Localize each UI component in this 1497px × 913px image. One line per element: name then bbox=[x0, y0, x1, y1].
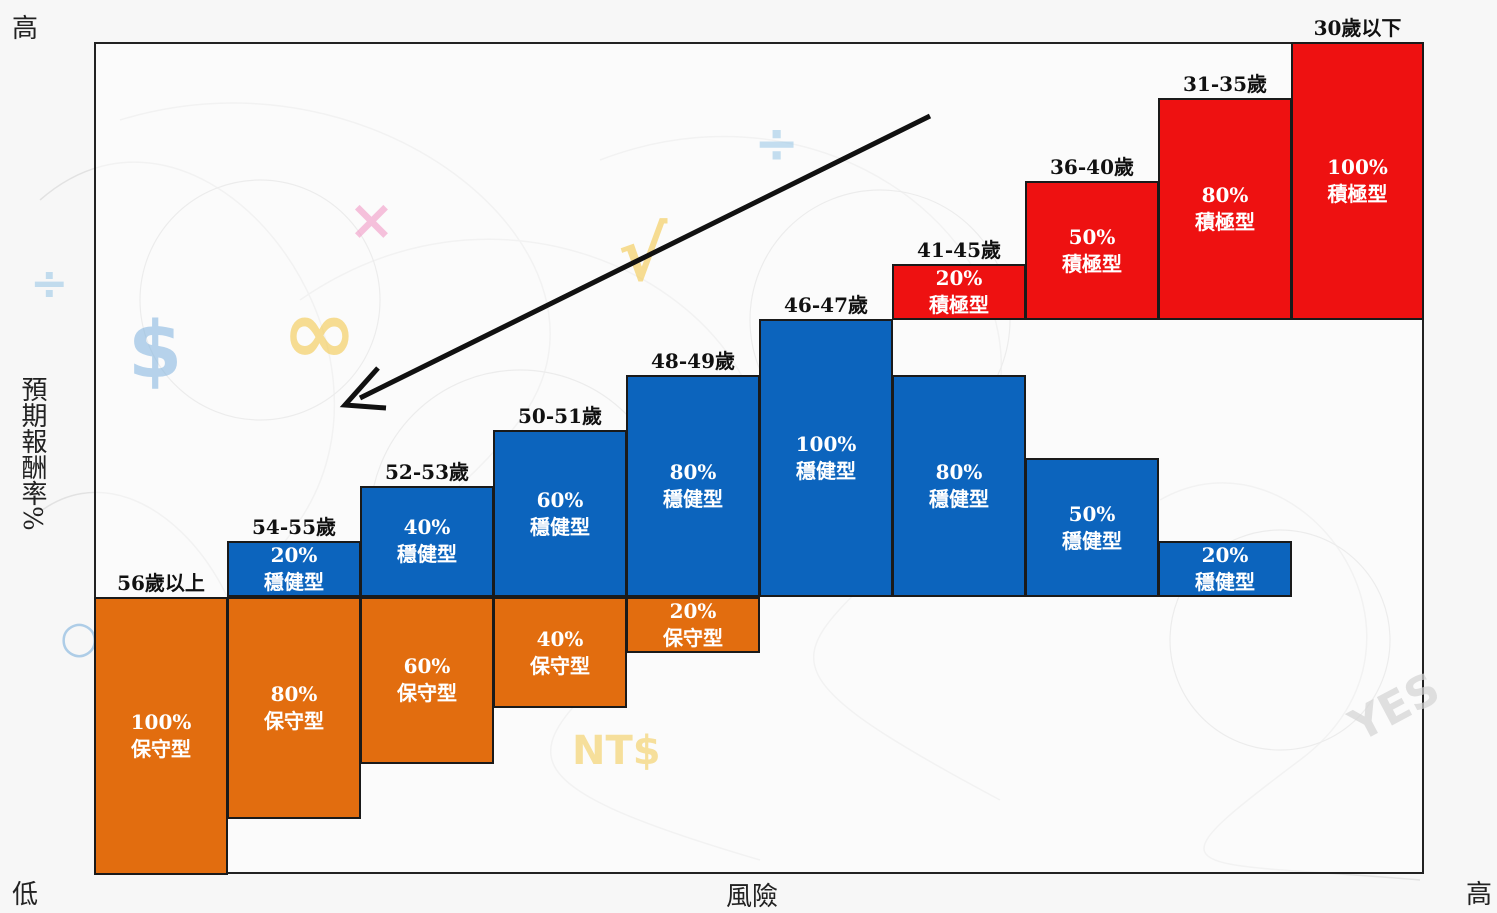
age-group-label: 54-55歲 bbox=[252, 515, 336, 540]
segment-type: 穩健型 bbox=[530, 514, 590, 539]
segment-percent: 80% bbox=[1201, 182, 1249, 207]
segment-percent: 20% bbox=[669, 598, 717, 623]
allocation-segment-balanced: 20% 穩健型 bbox=[227, 541, 361, 597]
segment-percent: 20% bbox=[1201, 543, 1249, 568]
segment-percent: 100% bbox=[1327, 155, 1388, 179]
x-axis-title: 風險 bbox=[726, 882, 779, 912]
age-group-label: 36-40歲 bbox=[1050, 155, 1134, 179]
segment-percent: 100% bbox=[795, 432, 857, 456]
y-axis-low-label: 低 bbox=[12, 880, 39, 910]
divide-icon-left: ÷ bbox=[30, 256, 69, 310]
allocation-segment-conservative: 40% 保守型 bbox=[493, 597, 627, 709]
segment-type: 積極型 bbox=[1327, 182, 1388, 206]
allocation-segment-conservative: 60% 保守型 bbox=[360, 597, 494, 764]
allocation-segment-balanced: 80% 穩健型 bbox=[626, 374, 760, 597]
segment-type: 積極型 bbox=[929, 293, 989, 318]
segment-type: 保守型 bbox=[530, 653, 590, 678]
segment-type: 穩健型 bbox=[1195, 570, 1255, 595]
allocation-segment-balanced: 80% 穩健型 bbox=[892, 374, 1026, 597]
segment-type: 保守型 bbox=[663, 625, 723, 650]
degree-icon: ○ bbox=[60, 612, 99, 663]
segment-type: 穩健型 bbox=[929, 486, 989, 511]
x-axis-high-label: 高 bbox=[1466, 880, 1493, 910]
segment-percent: 80% bbox=[669, 459, 717, 484]
segment-percent: 80% bbox=[270, 682, 318, 707]
segment-percent: 20% bbox=[935, 266, 983, 291]
segment-type: 穩健型 bbox=[1062, 528, 1122, 553]
segment-type: 穩健型 bbox=[397, 542, 457, 567]
age-group-label: 56歲以上 bbox=[117, 571, 205, 595]
segment-percent: 50% bbox=[1068, 501, 1116, 526]
allocation-segment-balanced: 50% 穩健型 bbox=[1025, 458, 1159, 597]
segment-percent: 40% bbox=[536, 626, 584, 651]
allocation-segment-balanced: 100% 穩健型 bbox=[759, 319, 893, 597]
segment-type: 穩健型 bbox=[663, 486, 723, 511]
allocation-segment-aggressive: 100% 積極型 bbox=[1291, 42, 1424, 320]
segment-percent: 80% bbox=[935, 459, 983, 484]
segment-percent: 60% bbox=[403, 654, 451, 679]
segment-type: 穩健型 bbox=[796, 459, 856, 483]
allocation-segment-conservative: 20% 保守型 bbox=[626, 597, 760, 653]
y-axis-title: 預期報酬率% bbox=[17, 376, 47, 531]
allocation-segment-balanced: 60% 穩健型 bbox=[493, 430, 627, 597]
segment-percent: 60% bbox=[536, 487, 584, 512]
segment-type: 積極型 bbox=[1195, 209, 1255, 234]
allocation-segment-conservative: 80% 保守型 bbox=[227, 597, 361, 820]
segment-type: 保守型 bbox=[264, 709, 324, 734]
allocation-segment-aggressive: 20% 積極型 bbox=[892, 264, 1026, 320]
segment-type: 保守型 bbox=[397, 681, 457, 706]
allocation-segment-aggressive: 80% 積極型 bbox=[1158, 97, 1292, 320]
segment-percent: 100% bbox=[130, 710, 192, 734]
segment-type: 穩健型 bbox=[264, 570, 324, 595]
allocation-segment-conservative: 100% 保守型 bbox=[94, 597, 228, 875]
allocation-segment-balanced: 40% 穩健型 bbox=[360, 485, 494, 597]
allocation-segment-aggressive: 50% 積極型 bbox=[1025, 181, 1159, 320]
age-group-label: 41-45歲 bbox=[917, 238, 1001, 263]
age-group-label: 46-47歲 bbox=[784, 293, 868, 317]
allocation-segment-balanced: 20% 穩健型 bbox=[1158, 541, 1292, 597]
y-axis-high-label: 高 bbox=[12, 14, 39, 44]
age-group-label: 50-51歲 bbox=[518, 404, 602, 429]
age-group-label: 31-35歲 bbox=[1183, 71, 1267, 96]
segment-percent: 50% bbox=[1068, 224, 1116, 249]
age-group-label: 30歲以下 bbox=[1313, 16, 1402, 40]
segment-type: 積極型 bbox=[1062, 251, 1122, 276]
segment-type: 保守型 bbox=[131, 737, 191, 761]
segment-percent: 40% bbox=[403, 515, 451, 540]
age-group-label: 48-49歲 bbox=[651, 348, 735, 373]
age-group-label: 52-53歲 bbox=[385, 459, 469, 484]
segment-percent: 20% bbox=[270, 543, 318, 568]
